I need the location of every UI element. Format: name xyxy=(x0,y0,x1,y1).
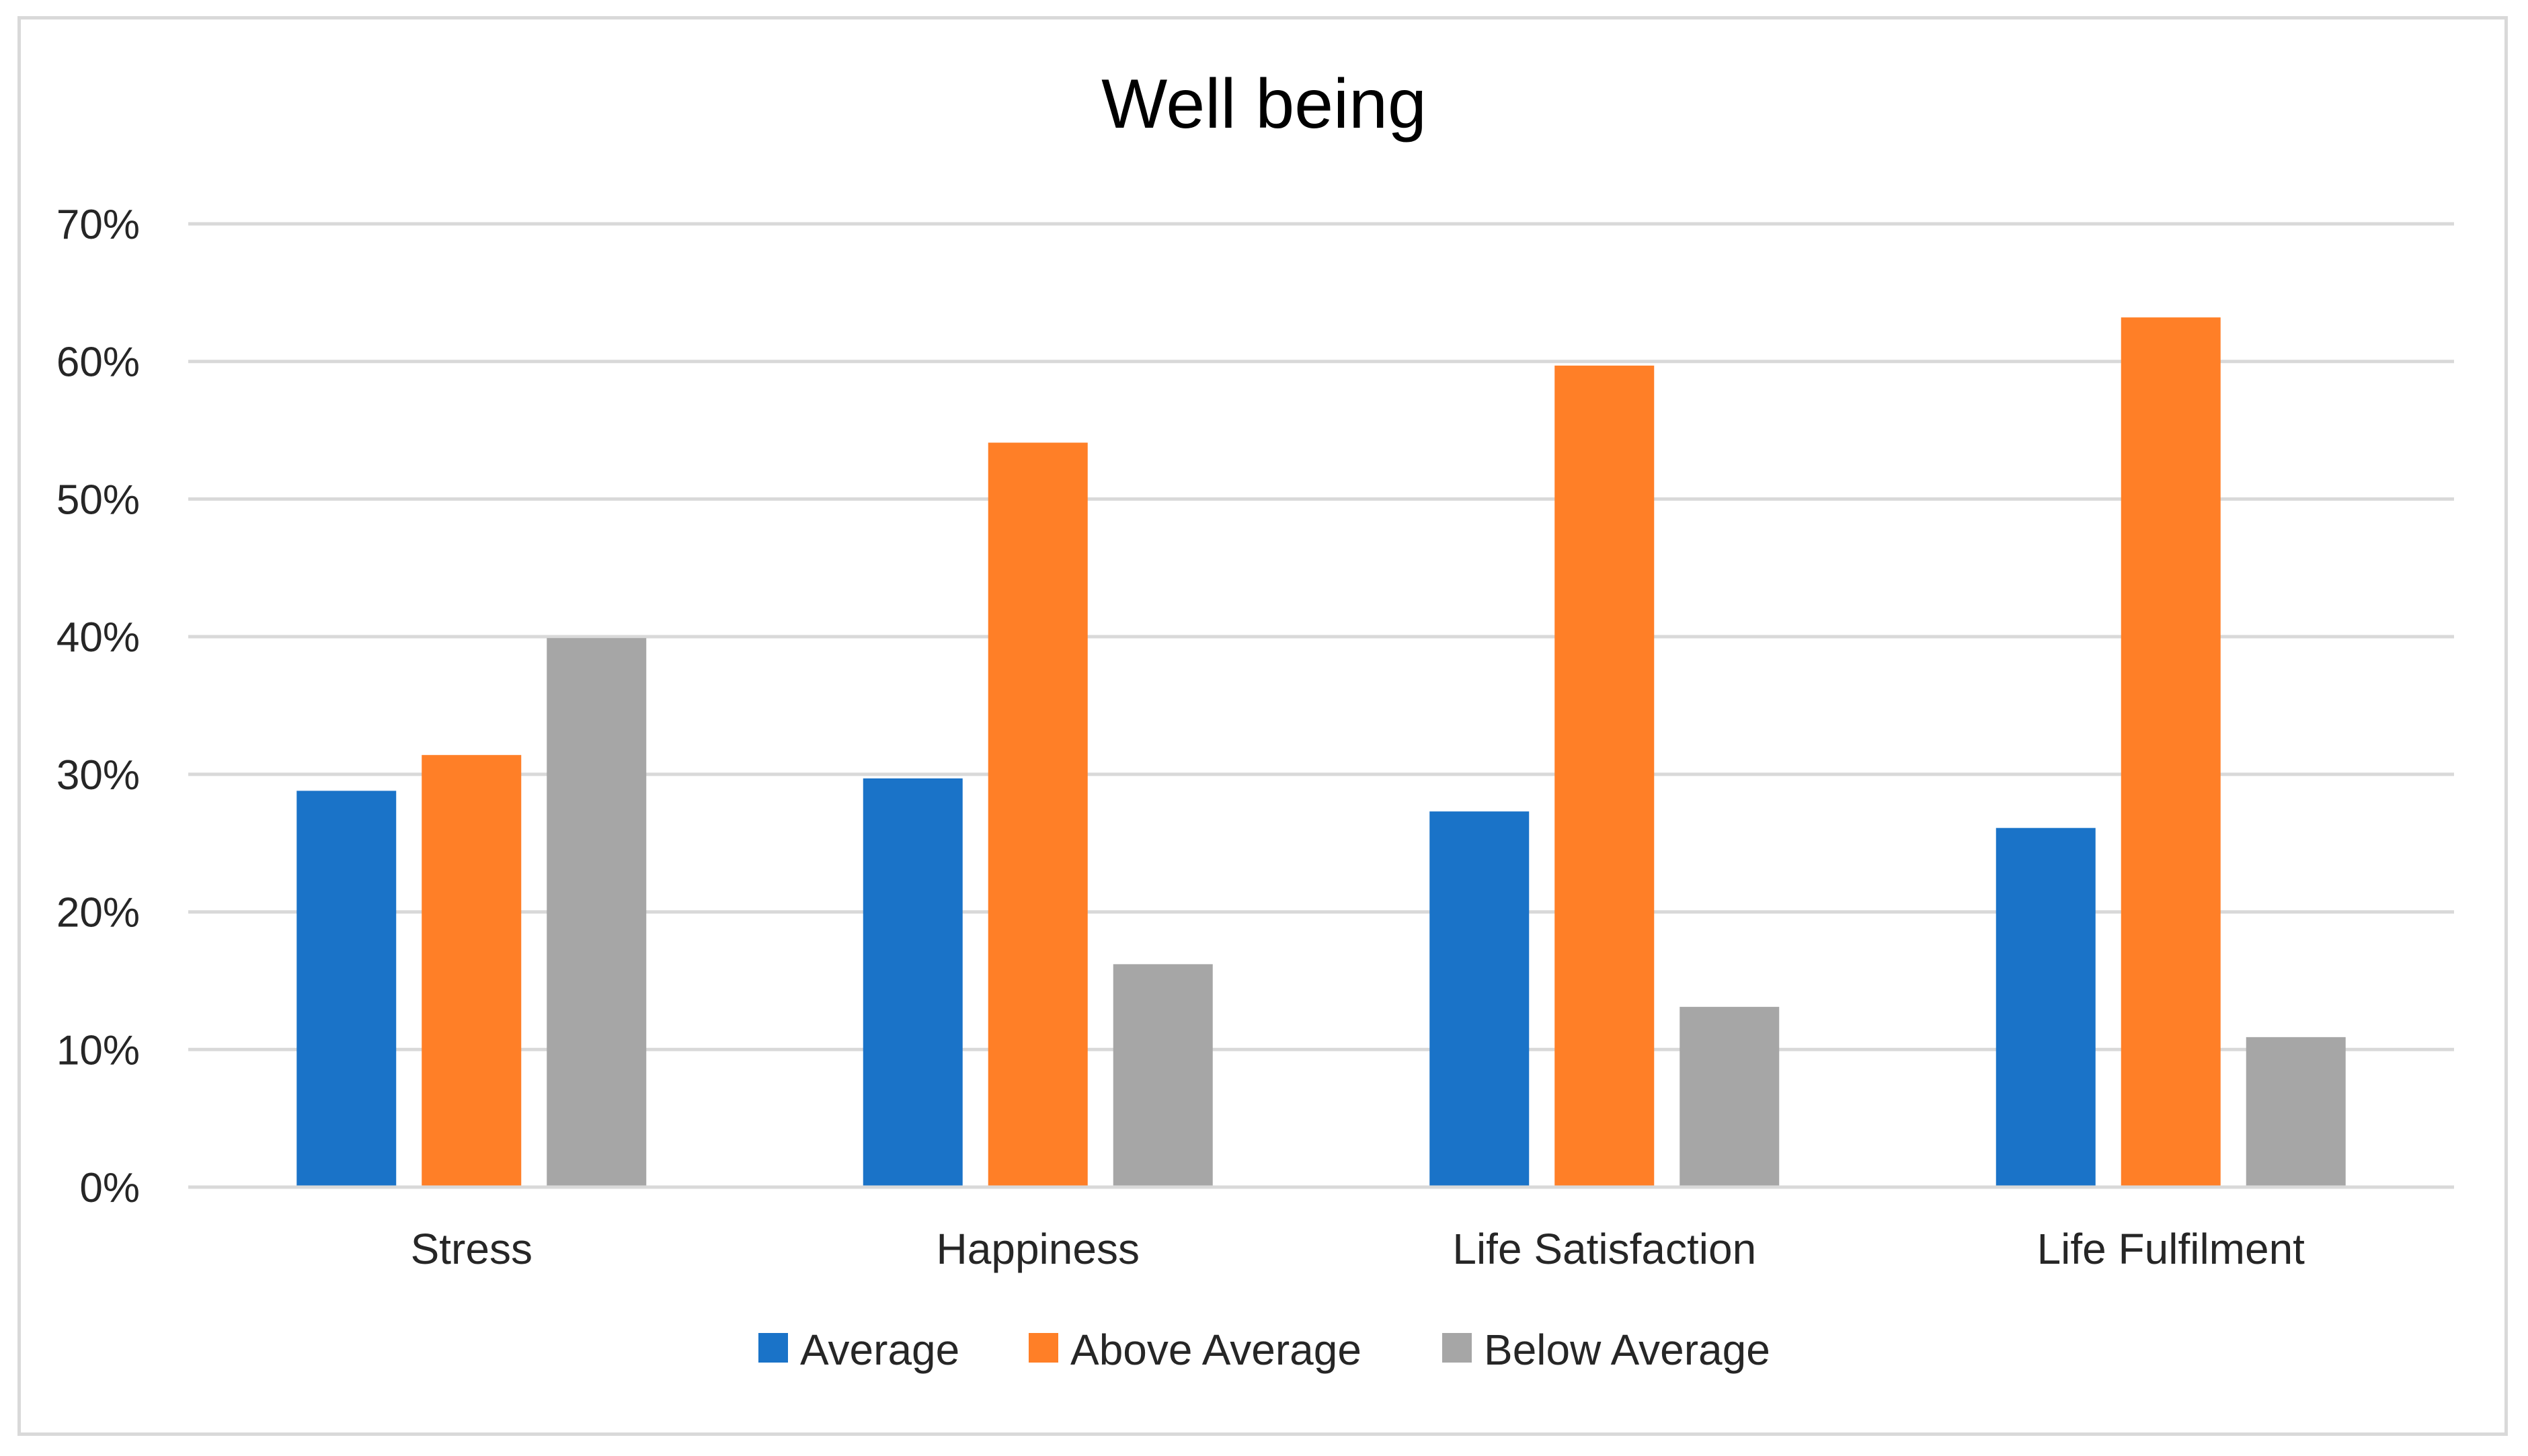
x-category-label: Stress xyxy=(411,1225,532,1273)
bar-below-average xyxy=(547,638,647,1187)
legend-label: Below Average xyxy=(1484,1326,1770,1374)
x-category-label: Life Fulfilment xyxy=(2037,1225,2305,1273)
legend-label: Above Average xyxy=(1070,1326,1361,1374)
legend-swatch xyxy=(1442,1333,1472,1363)
chart-frame xyxy=(17,16,2508,1436)
x-category-label: Life Satisfaction xyxy=(1452,1225,1756,1273)
chart-title: Well being xyxy=(1101,65,1427,143)
legend-swatch xyxy=(758,1333,788,1363)
y-tick-label: 50% xyxy=(56,477,140,523)
bars xyxy=(297,317,2346,1188)
legend-swatch xyxy=(1029,1333,1058,1363)
x-axis-category-labels: Stress Happiness Life Satisfaction Life Ful… xyxy=(411,1225,2305,1273)
bar-below-average xyxy=(1680,1006,1780,1187)
bar-above-average xyxy=(1554,365,1655,1187)
legend-label: Average xyxy=(800,1326,959,1374)
y-tick-label: 40% xyxy=(56,614,140,661)
gridlines xyxy=(188,222,2454,1051)
y-tick-label: 70% xyxy=(56,202,140,248)
legend: Average Above Average Below Average xyxy=(758,1326,1770,1374)
y-tick-label: 60% xyxy=(56,339,140,386)
bar-average xyxy=(297,791,397,1187)
y-tick-label: 10% xyxy=(56,1027,140,1074)
y-tick-label: 0% xyxy=(79,1165,140,1211)
bar-average xyxy=(1429,811,1530,1187)
bar-average xyxy=(1996,827,2096,1187)
bar-below-average xyxy=(1113,964,1213,1187)
x-category-label: Happiness xyxy=(937,1225,1140,1273)
y-tick-label: 20% xyxy=(56,890,140,936)
y-tick-label: 30% xyxy=(56,752,140,799)
bar-above-average xyxy=(422,755,522,1187)
y-axis-tick-labels: 0% 10% 20% 30% 40% 50% 60% 70% xyxy=(56,202,140,1211)
bar-below-average xyxy=(2246,1037,2346,1187)
bar-average xyxy=(863,778,963,1187)
bar-above-average xyxy=(988,442,1088,1187)
bar-above-average xyxy=(2121,317,2221,1188)
